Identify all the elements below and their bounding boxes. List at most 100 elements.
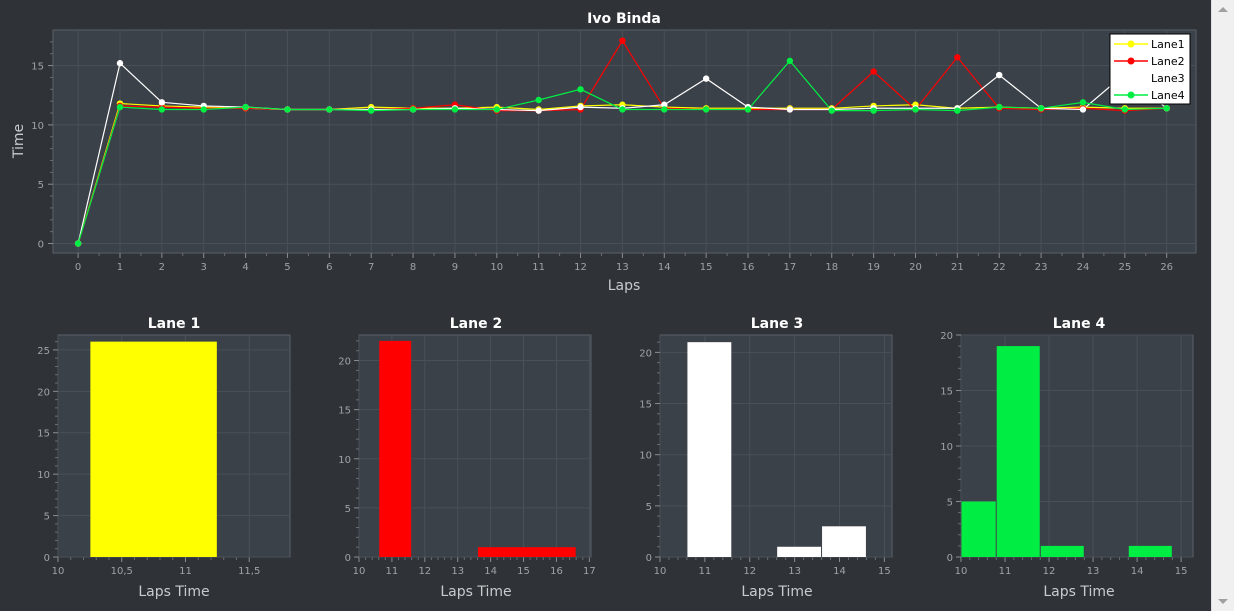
series-point-lane4 (912, 106, 919, 113)
lane-2-x-tick-label: 15 (517, 566, 530, 577)
lane-4-title: Lane 4 (1053, 316, 1106, 332)
main-x-tick-label: 3 (201, 262, 207, 273)
main-x-tick-label: 15 (700, 262, 713, 273)
lane-3-x-tick-label: 11 (699, 566, 712, 577)
main-y-tick-label: 0 (38, 240, 44, 251)
lane-2-y-tick-label: 15 (338, 406, 351, 417)
vertical-scrollbar[interactable] (1211, 0, 1234, 611)
series-point-lane4 (619, 106, 626, 113)
main-x-tick-label: 25 (1118, 262, 1131, 273)
lane-3-bar (822, 526, 866, 557)
legend-marker-lane2 (1127, 57, 1135, 65)
series-point-lane4 (702, 106, 710, 113)
lane-1-x-tick-label: 11,5 (238, 566, 260, 577)
series-point-lane3 (577, 103, 584, 111)
main-x-axis-label: Laps (608, 278, 641, 294)
lane-4-plot: 10 11 12 13 14 15 0 5 10 15 20 (940, 331, 1194, 577)
scroll-down-arrow-icon[interactable] (1218, 599, 1228, 604)
lane-4-x-tick-label: 10 (955, 566, 968, 577)
lane-4-x-axis-label: Laps Time (1043, 584, 1114, 600)
legend-label-lane1: Lane1 (1151, 38, 1185, 51)
main-x-ticks: 0 1 2 3 4 5 6 7 8 9 10 11 12 13 14 15 16 17 18 19 20 21 22 23 24… (75, 253, 1173, 273)
lane-1-x-tick-label: 10,5 (111, 566, 133, 577)
series-point-lane4 (116, 103, 124, 111)
lane-3-x-tick-label: 15 (878, 566, 891, 577)
legend: Lane1 Lane2 Lane3 Lane4 (1109, 33, 1191, 105)
lane-4-histogram: 10 11 12 13 14 15 0 5 10 15 20 Lane 4 Laps Time (940, 316, 1194, 600)
lane-4-y-tick-label: 10 (940, 442, 953, 453)
main-x-tick-label: 16 (742, 262, 755, 273)
series-point-lane4 (493, 106, 501, 113)
lane-2-x-tick-label: 16 (550, 566, 563, 577)
lane-2-plot: 10 11 12 13 14 15 16 17 0 5 10 15 20 (338, 334, 596, 577)
lane-3-bar (777, 546, 822, 557)
lane-2-y-tick-label: 10 (338, 455, 351, 466)
main-x-tick-label: 5 (284, 262, 290, 273)
series-point-lane4 (284, 106, 291, 113)
lane-1-y-tick-label: 10 (37, 470, 50, 481)
lane-1-y-tick-label: 15 (37, 429, 50, 440)
series-point-lane4 (451, 106, 459, 113)
lane-3-y-tick-label: 15 (639, 400, 652, 411)
lane-2-x-tick-label: 14 (484, 566, 497, 577)
series-point-lane4 (744, 106, 752, 113)
series-point-lane4 (1079, 99, 1087, 106)
main-y-tick-label: 10 (31, 121, 44, 132)
lane-3-plot: 10 11 12 13 14 15 0 5 10 15 20 (639, 334, 893, 577)
lane-3-x-axis-label: Laps Time (741, 584, 812, 600)
main-x-tick-label: 7 (368, 262, 374, 273)
main-x-tick-label: 2 (159, 262, 165, 273)
lane-4-y-tick-label: 5 (947, 498, 953, 509)
lane-1-x-tick-label: 11 (179, 566, 192, 577)
main-chart-title: Ivo Binda (587, 11, 661, 27)
lane-3-y-tick-label: 20 (639, 348, 652, 359)
lane-1-x-tick-label: 10 (52, 566, 65, 577)
lane-2-x-axis-label: Laps Time (440, 584, 511, 600)
lane-1-y-tick-label: 20 (37, 387, 50, 398)
main-x-tick-label: 26 (1160, 262, 1173, 273)
series-point-lane4 (1163, 105, 1170, 112)
legend-marker-lane3 (1127, 74, 1135, 82)
lane-3-y-tick-label: 5 (646, 502, 652, 513)
series-point-lane4 (996, 103, 1003, 111)
lane-2-x-tick-label: 11 (386, 566, 399, 577)
main-x-tick-label: 17 (784, 262, 797, 273)
lane-4-x-tick-label: 15 (1175, 566, 1188, 577)
lane-1-plot: 10 10,5 11 11,5 0 5 10 15 20 25 (37, 334, 291, 577)
lane-3-x-tick-label: 14 (833, 566, 846, 577)
series-point-lane3 (116, 60, 124, 67)
lane-4-x-tick-label: 11 (999, 566, 1012, 577)
lane-2-bar (477, 547, 576, 557)
series-point-lane4 (577, 86, 584, 93)
lane-4-x-tick-label: 12 (1043, 566, 1056, 577)
main-y-tick-label: 5 (38, 180, 44, 191)
main-y-axis-label: Time (11, 124, 27, 159)
main-x-tick-label: 18 (825, 262, 838, 273)
series-point-lane3 (786, 106, 794, 113)
main-x-tick-label: 11 (532, 262, 545, 273)
series-point-lane4 (786, 57, 794, 65)
lane-2-bar (379, 340, 412, 557)
lane-2-x-tick-label: 13 (451, 566, 464, 577)
legend-label-lane4: Lane4 (1151, 89, 1185, 102)
series-point-lane4 (828, 107, 835, 114)
main-x-tick-label: 12 (574, 262, 587, 273)
main-x-tick-label: 23 (1035, 262, 1048, 273)
lane-4-bar (996, 346, 1040, 557)
scroll-up-arrow-icon[interactable] (1218, 7, 1228, 12)
lane-3-x-tick-label: 13 (788, 566, 801, 577)
lane-1-bar (90, 341, 217, 557)
main-x-tick-label: 1 (117, 262, 123, 273)
lane-2-y-tick-label: 0 (345, 553, 351, 564)
lane-2-x-tick-label: 10 (353, 566, 366, 577)
lane-1-y-tick-label: 25 (37, 346, 50, 357)
main-x-tick-label: 9 (452, 262, 458, 273)
lane-4-bar (1128, 545, 1172, 557)
lane-1-y-tick-label: 5 (44, 512, 50, 523)
lane-4-x-tick-label: 13 (1087, 566, 1100, 577)
legend-label-lane3: Lane3 (1151, 72, 1185, 85)
main-plot-area (52, 29, 1197, 254)
lane-1-x-axis-label: Laps Time (138, 584, 209, 600)
main-x-tick-label: 13 (616, 262, 629, 273)
series-point-lane4 (954, 107, 961, 114)
